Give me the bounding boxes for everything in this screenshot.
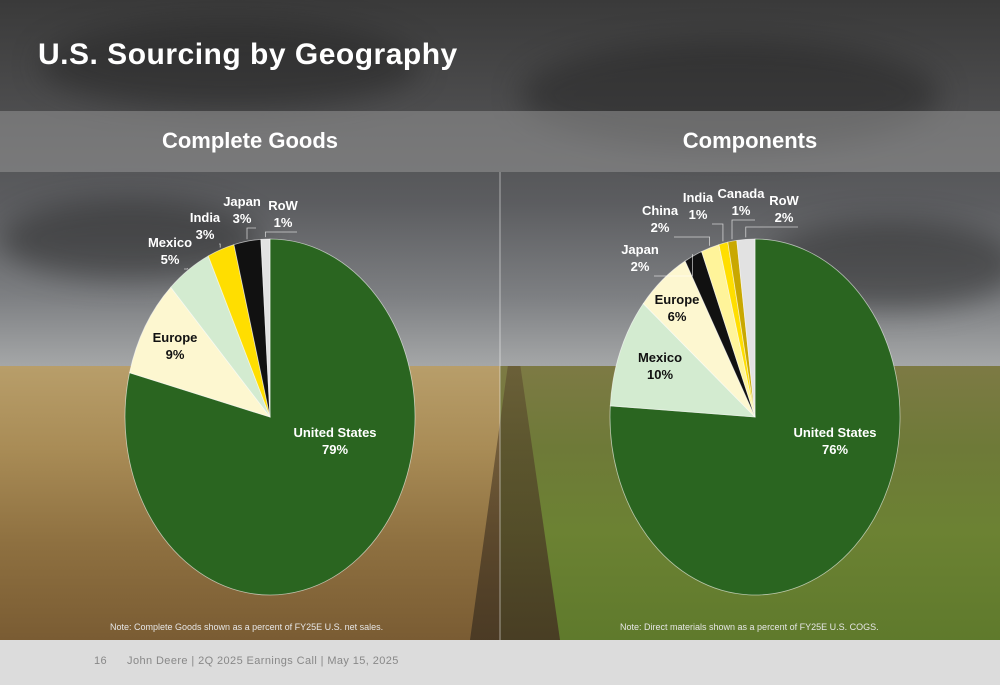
page-number: 16 <box>94 655 108 667</box>
slice-label-china: China 2% <box>642 203 679 235</box>
slice-label-japan: Japan 2% <box>621 242 659 274</box>
slice-label-united-states: United States 76% <box>793 425 876 457</box>
pie-slice-united-states <box>124 238 416 596</box>
leader-line-india <box>712 223 724 242</box>
slice-label-canada: Canada 1% <box>718 186 766 218</box>
page-title: U.S. Sourcing by Geography <box>38 38 458 71</box>
note-complete-goods: Note: Complete Goods shown as a percent … <box>110 622 384 632</box>
footer: 16 John Deere | 2Q 2025 Earnings Call | M… <box>94 655 419 667</box>
leader-line-japan <box>246 227 256 240</box>
panel-title-components: Components <box>682 128 818 153</box>
pie-slice-mexico <box>609 302 757 418</box>
slice-label-mexico: Mexico 5% <box>148 235 192 267</box>
pie-slice-united-states <box>609 238 901 596</box>
pie-chart-complete-goods: United States 79% Europe 9% Mexico 5%India 3%J… <box>124 194 416 596</box>
cloud-shape <box>40 20 420 110</box>
slice-label-europe: Europe 9% <box>153 330 198 362</box>
slice-label-mexico: Mexico 10% <box>638 350 682 382</box>
slice-label-europe: Europe 6% <box>655 292 700 324</box>
leader-line-china <box>674 236 710 246</box>
pie-slice-europe <box>129 286 272 418</box>
leader-line-row <box>745 226 798 238</box>
slice-label-japan: Japan 3% <box>223 194 261 226</box>
panel-header-band <box>0 111 1000 172</box>
footer-text: John Deere | 2Q 2025 Earnings Call | May… <box>127 655 399 667</box>
leader-line-japan <box>654 254 693 277</box>
pie-slice-row <box>736 238 756 418</box>
note-components: Note: Direct materials shown as a percen… <box>620 622 879 632</box>
leader-line-canada <box>731 219 755 240</box>
slice-label-row: RoW 1% <box>268 198 298 230</box>
leader-line-row <box>264 231 297 238</box>
slice-label-india: India 3% <box>190 210 221 242</box>
pie-chart-components: United States 76% Mexico 10% Europe 6% Japan 2%… <box>609 186 901 596</box>
slice-label-row: RoW 2% <box>769 193 799 225</box>
leader-line-india <box>219 243 221 248</box>
panel-divider <box>499 172 501 640</box>
slice-label-united-states: United States 79% <box>293 425 376 457</box>
leader-line-mexico <box>184 268 188 270</box>
panel-title-complete-goods: Complete Goods <box>161 128 338 153</box>
slice-label-india: India 1% <box>683 190 714 222</box>
pie-slice-row <box>260 238 271 418</box>
